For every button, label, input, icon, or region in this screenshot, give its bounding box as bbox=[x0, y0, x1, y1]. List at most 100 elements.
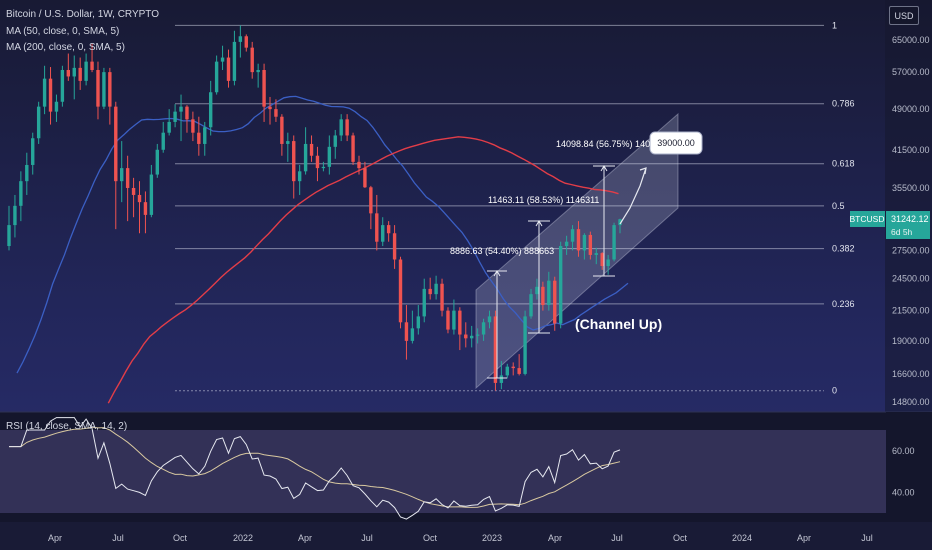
candle bbox=[564, 235, 569, 255]
fib-level-label: 0 bbox=[832, 386, 837, 396]
measure-label: 8886.63 (54.40%) 888663 bbox=[450, 246, 554, 256]
candle-body bbox=[262, 69, 266, 107]
rsi-pane-background bbox=[0, 412, 932, 522]
candle bbox=[499, 361, 504, 390]
fib-level-label: 0.5 bbox=[832, 201, 845, 211]
candle bbox=[96, 61, 100, 120]
x-tick-label: Oct bbox=[423, 533, 438, 543]
candle-body bbox=[244, 36, 248, 48]
candle-body bbox=[321, 166, 326, 169]
candle-body bbox=[440, 283, 444, 311]
candle-body bbox=[475, 334, 480, 336]
candle bbox=[600, 252, 604, 270]
rsi-pane: 60.00 40.00 bbox=[0, 411, 932, 522]
symbol-badge-label: BTCUSD bbox=[850, 214, 885, 224]
candle-body bbox=[149, 174, 154, 215]
price-range-measure: 8886.63 (54.40%) 888663 bbox=[450, 246, 554, 379]
candle-body bbox=[36, 106, 41, 139]
rsi-band bbox=[0, 430, 886, 513]
candle-body bbox=[386, 225, 391, 234]
candle bbox=[250, 41, 254, 79]
rsi-tick-label: 60.00 bbox=[892, 446, 915, 456]
candle bbox=[7, 205, 11, 251]
fib-level-label: 0.618 bbox=[832, 159, 855, 169]
candle-body bbox=[529, 294, 533, 317]
candle-body bbox=[612, 225, 616, 260]
candle-body bbox=[416, 316, 421, 329]
candle-body bbox=[434, 283, 438, 295]
candle-body bbox=[179, 106, 183, 112]
candle-body bbox=[404, 322, 409, 341]
x-tick-label: 2023 bbox=[482, 533, 502, 543]
candle bbox=[618, 218, 622, 234]
x-tick-label: 2024 bbox=[732, 533, 752, 543]
candle-body bbox=[357, 161, 361, 169]
candle bbox=[511, 362, 515, 376]
price-range-measure: 11463.11 (58.53%) 1146311 bbox=[488, 195, 599, 334]
candle-body bbox=[25, 164, 29, 182]
candle-body bbox=[96, 69, 100, 107]
rsi-legend: RSI (14, close, SMA, 14, 2) bbox=[6, 421, 128, 432]
candle bbox=[588, 231, 593, 260]
candle-body bbox=[618, 219, 622, 226]
candle bbox=[452, 299, 456, 335]
x-tick-label: Apr bbox=[298, 533, 312, 543]
candle bbox=[244, 34, 248, 52]
candle-body bbox=[511, 366, 515, 369]
candle bbox=[381, 217, 385, 247]
candle bbox=[558, 241, 563, 329]
candle bbox=[535, 278, 539, 300]
candle-body bbox=[42, 78, 47, 107]
last-price-label: 31242.12 bbox=[891, 214, 929, 224]
measure-arrow-icon bbox=[493, 270, 501, 277]
candle bbox=[60, 65, 65, 107]
candle-body bbox=[274, 109, 278, 117]
candle bbox=[13, 194, 17, 238]
candle-body bbox=[297, 171, 302, 182]
candle-body bbox=[582, 234, 587, 251]
time-axis: Apr Jul Oct 2022 Apr Jul Oct 2023 Apr Jul Oct 2024 A… bbox=[48, 533, 873, 543]
candle-body bbox=[535, 286, 539, 295]
y-tick-label: 57000.00 bbox=[892, 67, 930, 77]
candle bbox=[517, 354, 521, 376]
candle bbox=[256, 63, 260, 88]
candle-body bbox=[309, 143, 314, 156]
candle bbox=[345, 114, 349, 142]
candle-body bbox=[155, 149, 160, 175]
x-tick-label: Oct bbox=[173, 533, 188, 543]
candle-body bbox=[505, 366, 509, 376]
candle bbox=[321, 161, 326, 172]
candle bbox=[161, 121, 165, 153]
candle bbox=[19, 171, 23, 222]
candle bbox=[120, 141, 124, 203]
candle-body bbox=[125, 168, 130, 188]
target-callout-label: 39000.00 bbox=[657, 138, 695, 148]
candle bbox=[125, 155, 130, 222]
candle bbox=[410, 310, 415, 344]
candle bbox=[464, 322, 468, 348]
candle-body bbox=[570, 229, 575, 242]
candle-body bbox=[487, 316, 492, 323]
candle bbox=[428, 277, 432, 300]
candle bbox=[197, 116, 201, 156]
candle bbox=[208, 80, 213, 136]
candle bbox=[292, 135, 296, 199]
candle bbox=[203, 121, 207, 156]
candle-body bbox=[499, 375, 504, 383]
candle-body bbox=[517, 368, 521, 374]
x-tick-label: Oct bbox=[673, 533, 688, 543]
candle bbox=[505, 363, 509, 379]
fib-level-label: 1 bbox=[832, 20, 837, 30]
candle-body bbox=[410, 328, 415, 341]
x-tick-label: Apr bbox=[48, 533, 62, 543]
candle bbox=[487, 310, 492, 329]
candle bbox=[173, 104, 177, 128]
candle bbox=[137, 181, 142, 234]
candle-body bbox=[232, 41, 237, 81]
currency-badge[interactable]: USD bbox=[889, 6, 919, 25]
candle-body bbox=[327, 146, 332, 167]
candle bbox=[475, 328, 480, 344]
candle bbox=[42, 65, 47, 115]
candle-body bbox=[446, 310, 450, 330]
